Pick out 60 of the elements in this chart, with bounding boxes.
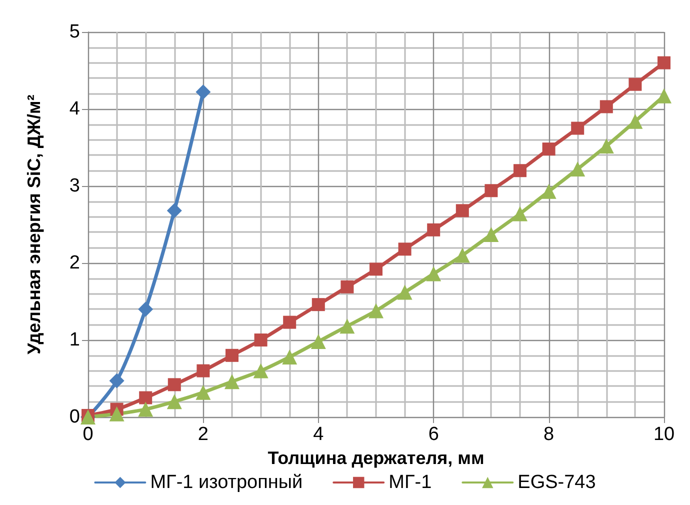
y-tick-label: 0 (69, 406, 80, 428)
y-axis-title: Удельная энергия SiC, ДЖ/м² (24, 94, 44, 354)
point (570, 162, 586, 177)
legend-label: EGS-743 (518, 472, 596, 493)
point (370, 262, 382, 276)
point (598, 138, 614, 154)
point (456, 204, 469, 218)
point (226, 348, 238, 362)
point (427, 223, 440, 236)
x-tick-label: 0 (82, 424, 94, 445)
y-tick-label: 1 (69, 330, 80, 350)
point (139, 391, 152, 404)
point (628, 78, 642, 91)
point (541, 184, 556, 199)
x-tick-label: 4 (313, 424, 324, 445)
point (253, 363, 268, 378)
x-tick-label: 2 (198, 424, 208, 445)
legend-label: МГ-1 изотропный (150, 472, 303, 493)
point (138, 302, 154, 317)
point (484, 227, 499, 242)
point (658, 56, 670, 70)
x-axis-title: Толщина держателя, мм (268, 448, 484, 468)
point (368, 303, 384, 318)
point (196, 84, 211, 100)
point (283, 316, 296, 329)
y-tick-label: 3 (69, 176, 80, 196)
point (628, 114, 643, 129)
x-tick-label: 10 (653, 424, 675, 445)
point (109, 406, 124, 422)
point (166, 394, 182, 410)
point (138, 402, 154, 417)
point (109, 373, 124, 388)
point (224, 374, 240, 390)
point (196, 364, 210, 378)
point (454, 248, 470, 263)
point (340, 318, 355, 334)
point (426, 266, 442, 282)
point (398, 242, 412, 256)
point (168, 378, 181, 392)
point (310, 334, 326, 350)
point (340, 280, 354, 294)
point (282, 349, 298, 364)
y-tick-label: 5 (69, 22, 80, 42)
point (571, 122, 584, 135)
x-tick-label: 8 (544, 424, 554, 445)
point (656, 88, 672, 104)
y-tick-label: 4 (69, 98, 80, 120)
point (514, 164, 526, 178)
point (397, 284, 412, 300)
point (254, 334, 268, 346)
point (600, 100, 613, 114)
point (166, 203, 182, 218)
point (196, 384, 211, 400)
legend-label: МГ-1 (388, 472, 432, 493)
point (484, 184, 498, 198)
point (542, 142, 556, 156)
point (512, 206, 528, 222)
point (312, 298, 325, 312)
x-tick-label: 6 (428, 424, 439, 445)
y-tick-label: 2 (69, 252, 80, 274)
